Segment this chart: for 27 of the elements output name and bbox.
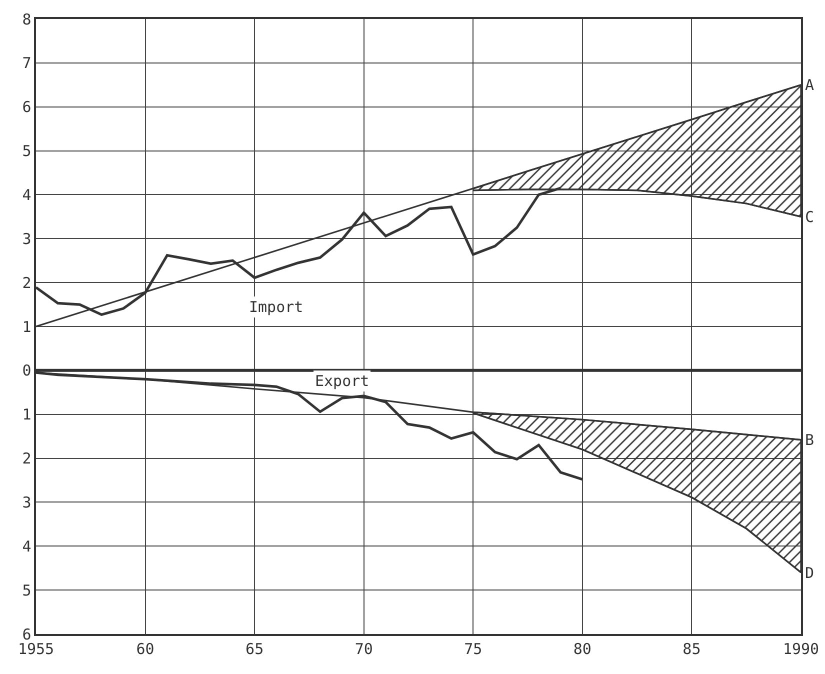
y-tick-label: 1	[22, 406, 32, 424]
x-tick-label: 70	[354, 640, 373, 658]
y-tick-label: 3	[22, 230, 32, 248]
y-tick-label: 3	[22, 493, 32, 512]
x-tick-label: 60	[136, 640, 154, 658]
series-label: Import	[249, 298, 304, 316]
y-tick-label: 7	[22, 54, 32, 72]
y-tick-label: 8	[22, 10, 32, 28]
y-tick-label: 5	[22, 581, 32, 600]
series-label: C	[805, 208, 814, 226]
series-label: D	[805, 564, 814, 582]
x-tick-label: 65	[246, 640, 264, 658]
y-tick-label: 0	[22, 362, 32, 380]
y-tick-label: 4	[22, 186, 32, 204]
x-tick-label: 1990	[782, 640, 820, 658]
y-tick-label: 6	[22, 98, 32, 116]
x-tick-label: 85	[682, 640, 701, 658]
series-label: A	[805, 76, 814, 94]
x-tick-label: 80	[573, 640, 592, 658]
y-tick-label: 2	[22, 274, 32, 292]
y-tick-label: 4	[22, 537, 32, 556]
series-label: B	[805, 431, 814, 449]
y-tick-label: 5	[22, 142, 32, 160]
x-tick-label: 75	[464, 640, 482, 658]
y-tick-label: 2	[22, 450, 32, 468]
y-tick-label: 1	[22, 318, 32, 336]
series-label: Export	[315, 372, 370, 390]
